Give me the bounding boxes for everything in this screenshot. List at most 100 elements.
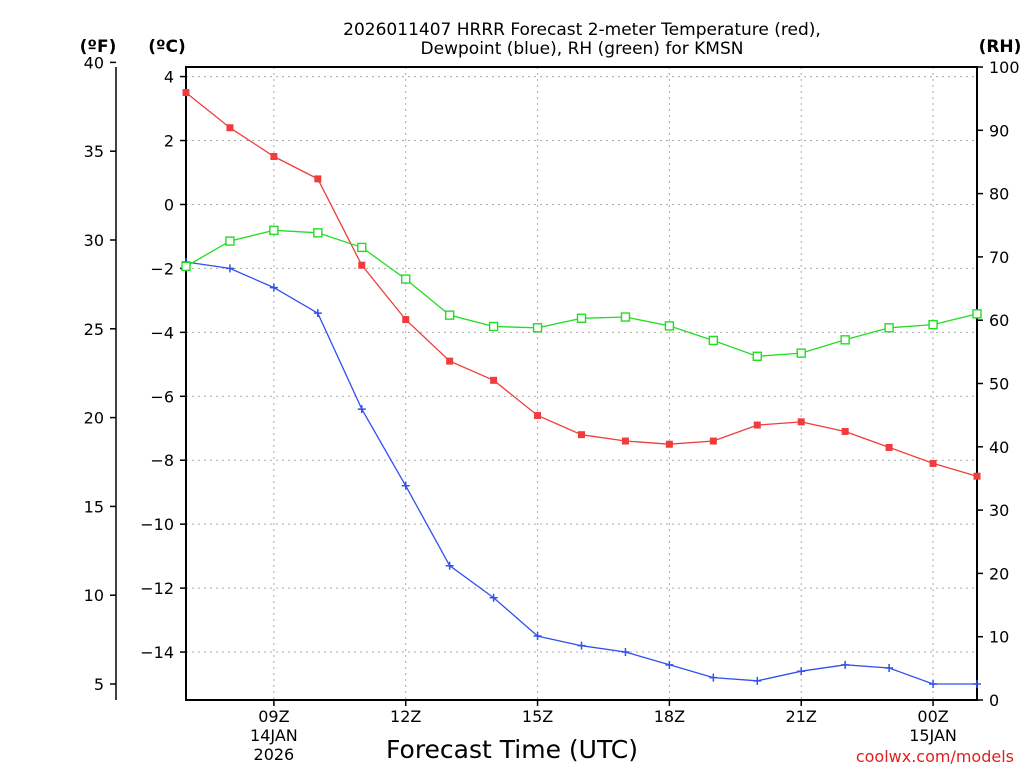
chart-title-line1: 2026011407 HRRR Forecast 2-meter Tempera… <box>343 20 821 40</box>
f-tick-label: 40 <box>84 53 104 72</box>
x-tick-label: 12Z <box>390 707 421 726</box>
2-meter-temperature-point <box>621 437 629 445</box>
2-meter-temperature-point <box>578 431 585 439</box>
x-tick-label: 21Z <box>786 707 817 726</box>
f-tick-label: 30 <box>84 231 104 250</box>
2-meter-temperature-point <box>358 261 366 269</box>
2-meter-temperature-point <box>314 175 322 183</box>
dewpoint-point <box>577 641 586 650</box>
grid-lines <box>186 67 977 700</box>
2-meter-temperature-point <box>490 376 498 384</box>
dewpoint-point <box>489 593 498 602</box>
dewpoint-point <box>841 660 850 669</box>
dewpoint-point <box>929 680 938 689</box>
x-tick-date: 15JAN <box>909 726 957 745</box>
x-axis-label: Forecast Time (UTC) <box>386 735 638 764</box>
rh-point <box>752 351 762 361</box>
f-tick-label: 20 <box>84 409 104 428</box>
rh-tick-label: 100 <box>989 58 1020 77</box>
dewpoint-point <box>313 309 322 318</box>
celsius-unit-label: (ºC) <box>148 37 186 57</box>
dewpoint-point <box>885 664 894 673</box>
rh-unit-label: (RH) <box>979 37 1022 57</box>
dewpoint-point <box>357 405 366 414</box>
rh-line <box>185 229 978 357</box>
rh-point <box>269 225 279 236</box>
rh-point <box>972 309 982 319</box>
rh-tick-label: 0 <box>989 691 999 710</box>
2-meter-temperature-point <box>753 421 761 429</box>
2-meter-temperature-point <box>709 437 717 445</box>
rh-tick-label: 10 <box>989 628 1009 647</box>
rh-tick-label: 20 <box>989 564 1009 583</box>
2-meter-temperature-point <box>182 89 190 97</box>
2-meter-temperature-point <box>973 472 981 480</box>
dewpoint-point <box>753 676 762 685</box>
c-tick-label: −10 <box>140 515 174 534</box>
rh-point <box>488 321 499 332</box>
dewpoint-point <box>665 660 674 669</box>
f-tick-label: 5 <box>94 675 104 694</box>
2-meter-temperature-point <box>841 427 849 435</box>
rh-point <box>532 323 543 333</box>
rh-point <box>840 335 850 345</box>
rh-point <box>444 310 455 320</box>
rh-point <box>357 242 367 253</box>
x-tick-year: 2026 <box>254 745 295 764</box>
rh-point <box>576 313 587 324</box>
2-meter-temperature-point <box>885 443 893 451</box>
rh-tick-label: 40 <box>989 438 1009 457</box>
rh-tick-label: 60 <box>989 311 1009 330</box>
dewpoint-point <box>445 561 454 570</box>
rh-point <box>796 348 806 358</box>
2-meter-temperature-point <box>446 357 454 365</box>
c-tick-label: −4 <box>150 323 174 342</box>
2-meter-temperature-point <box>270 153 278 161</box>
rh-point <box>708 335 719 346</box>
2-meter-temperature-point <box>797 418 805 426</box>
credit-link[interactable]: coolwx.com/models <box>856 747 1014 766</box>
chart-title-line2: Dewpoint (blue), RH (green) for KMSN <box>421 39 744 59</box>
f-tick-label: 15 <box>84 497 104 516</box>
rh-point <box>181 261 191 272</box>
c-tick-label: −2 <box>150 259 174 278</box>
rh-point <box>401 274 411 284</box>
2-meter-temperature-point <box>226 124 234 132</box>
x-tick-label: 18Z <box>654 707 685 726</box>
fahrenheit-unit-label: (ºF) <box>80 37 117 57</box>
c-tick-label: −12 <box>140 579 174 598</box>
c-tick-label: 4 <box>164 68 174 87</box>
f-tick-label: 35 <box>84 142 104 161</box>
rh-point <box>313 228 323 238</box>
2-meter-temperature-point <box>534 411 542 419</box>
rh-tick-label: 50 <box>989 375 1009 394</box>
x-tick-date: 14JAN <box>250 726 298 745</box>
rh-point <box>620 312 631 322</box>
dewpoint-point <box>973 680 981 689</box>
2-meter-temperature-point <box>665 440 673 448</box>
2-meter-temperature-line <box>185 92 978 477</box>
plot-frame <box>185 66 978 701</box>
x-tick-label: 00Z <box>917 707 948 726</box>
c-tick-label: −14 <box>140 643 174 662</box>
dewpoint-point <box>797 667 806 676</box>
c-tick-label: 2 <box>164 132 174 151</box>
data-series <box>181 89 982 689</box>
dewpoint-point <box>269 283 278 292</box>
dewpoint-point <box>709 673 718 682</box>
f-tick-label: 25 <box>84 320 104 339</box>
rh-point <box>225 236 235 246</box>
c-tick-label: −8 <box>150 451 174 470</box>
rh-tick-label: 30 <box>989 501 1009 520</box>
rh-point <box>928 319 938 330</box>
dewpoint-point <box>225 264 234 273</box>
2-meter-temperature-point <box>402 316 410 324</box>
dewpoint-point <box>621 648 630 657</box>
rh-tick-label: 70 <box>989 248 1009 267</box>
2-meter-temperature-point <box>929 459 937 467</box>
rh-point <box>664 321 675 331</box>
axes <box>110 61 983 706</box>
rh-tick-label: 80 <box>989 185 1009 204</box>
